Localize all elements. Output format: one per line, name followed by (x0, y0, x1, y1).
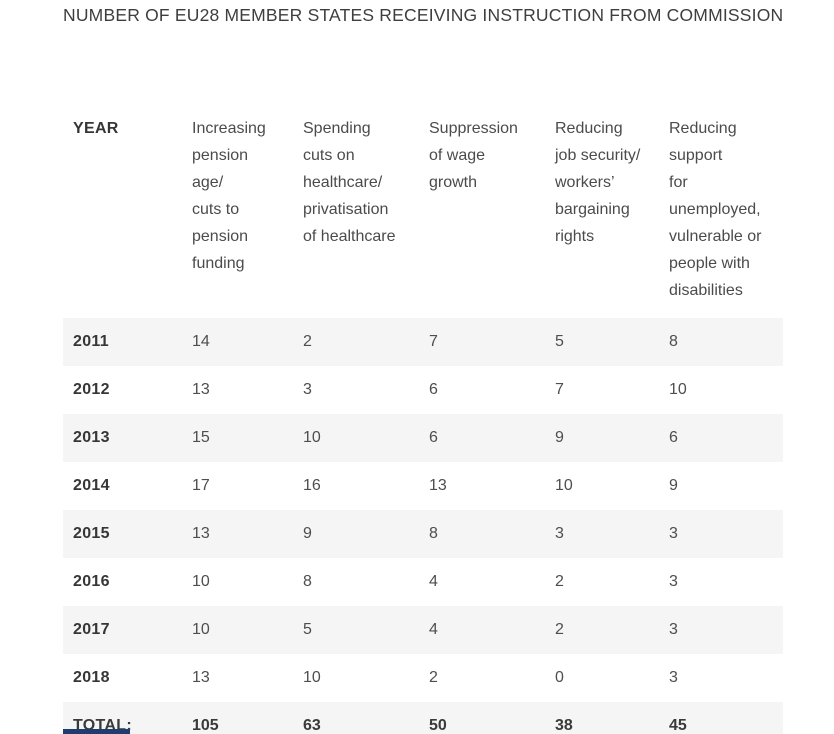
table-body: 2011 14 2 7 5 8 2012 13 3 6 7 10 2013 15 10 6 9 6 2014 17 16… (63, 318, 783, 734)
value-cell: 2 (555, 621, 564, 638)
value-cell: 5 (303, 621, 312, 638)
value-cell: 15 (192, 429, 210, 446)
year-cell: 2012 (73, 381, 110, 398)
table-row: 2017 10 5 4 2 3 (63, 606, 783, 654)
value-cell: 9 (555, 429, 564, 446)
column-header-support: Reducing support for unemployed, vulnera… (669, 120, 762, 299)
table-header: YEAR Increasing pension age/ cuts to pen… (63, 103, 783, 318)
value-cell: 3 (669, 525, 678, 542)
value-cell: 14 (192, 333, 210, 350)
table-row: 2012 13 3 6 7 10 (63, 366, 783, 414)
column-header-healthcare: Spending cuts on healthcare/ privatisati… (303, 120, 396, 245)
value-cell: 3 (669, 621, 678, 638)
column-header-pension: Increasing pension age/ cuts to pension … (192, 120, 266, 272)
header-row: YEAR Increasing pension age/ cuts to pen… (63, 103, 783, 318)
value-cell: 10 (555, 477, 573, 494)
year-cell: 2015 (73, 525, 110, 542)
year-cell: 2011 (73, 333, 109, 350)
year-cell: 2016 (73, 573, 110, 590)
value-cell: 3 (555, 525, 564, 542)
value-cell: 2 (429, 669, 438, 686)
value-cell: 9 (303, 525, 312, 542)
page-title: NUMBER OF EU28 MEMBER STATES RECEIVING I… (63, 5, 784, 25)
value-cell: 9 (669, 477, 678, 494)
value-cell: 45 (669, 717, 687, 734)
year-cell: 2017 (73, 621, 110, 638)
year-cell: 2014 (73, 477, 110, 494)
value-cell: 3 (669, 573, 678, 590)
table-row: 2018 13 10 2 0 3 (63, 654, 783, 702)
value-cell: 5 (555, 333, 564, 350)
value-cell: 10 (192, 621, 210, 638)
value-cell: 10 (303, 429, 321, 446)
value-cell: 2 (303, 333, 312, 350)
value-cell: 8 (303, 573, 312, 590)
value-cell: 63 (303, 717, 321, 734)
value-cell: 7 (555, 381, 564, 398)
table-row: 2014 17 16 13 10 9 (63, 462, 783, 510)
table-row: 2013 15 10 6 9 6 (63, 414, 783, 462)
column-header-year: YEAR (73, 120, 119, 137)
value-cell: 50 (429, 717, 447, 734)
value-cell: 3 (303, 381, 312, 398)
value-cell: 13 (192, 669, 210, 686)
table-row: 2016 10 8 4 2 3 (63, 558, 783, 606)
value-cell: 8 (429, 525, 438, 542)
column-header-wage: Suppression of wage growth (429, 120, 518, 191)
value-cell: 4 (429, 573, 438, 590)
value-cell: 16 (303, 477, 321, 494)
value-cell: 7 (429, 333, 438, 350)
year-cell: 2018 (73, 669, 110, 686)
value-cell: 10 (669, 381, 687, 398)
value-cell: 6 (429, 381, 438, 398)
value-cell: 105 (192, 717, 219, 734)
value-cell: 13 (429, 477, 447, 494)
table-row: 2011 14 2 7 5 8 (63, 318, 783, 366)
column-header-job-security: Reducing job security/ workers’ bargaini… (555, 120, 641, 245)
value-cell: 10 (303, 669, 321, 686)
value-cell: 3 (669, 669, 678, 686)
value-cell: 13 (192, 525, 210, 542)
table-row: 2015 13 9 8 3 3 (63, 510, 783, 558)
value-cell: 8 (669, 333, 678, 350)
partial-next-section-bar (63, 729, 130, 734)
total-row: TOTAL: 105 63 50 38 45 (63, 702, 783, 734)
value-cell: 6 (429, 429, 438, 446)
value-cell: 10 (192, 573, 210, 590)
value-cell: 17 (192, 477, 210, 494)
value-cell: 13 (192, 381, 210, 398)
value-cell: 0 (555, 669, 564, 686)
year-cell: 2013 (73, 429, 110, 446)
value-cell: 6 (669, 429, 678, 446)
value-cell: 2 (555, 573, 564, 590)
value-cell: 38 (555, 717, 573, 734)
value-cell: 4 (429, 621, 438, 638)
eu28-instructions-table: YEAR Increasing pension age/ cuts to pen… (63, 103, 783, 734)
